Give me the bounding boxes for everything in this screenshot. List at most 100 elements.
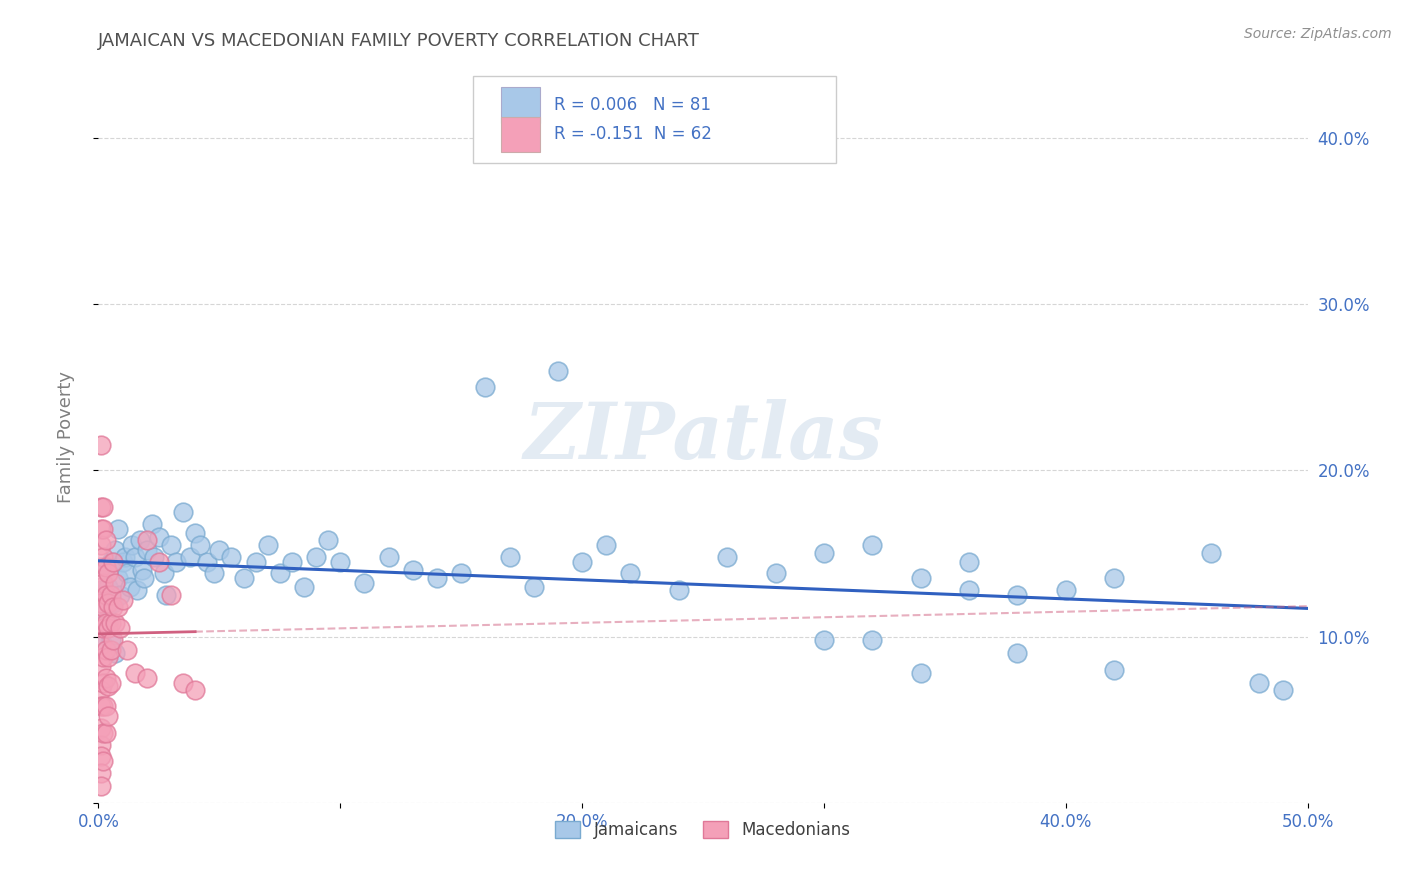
Point — [353, 576, 375, 591]
Point — [1199, 546, 1222, 560]
Point — [1054, 582, 1077, 597]
Point — [104, 646, 127, 660]
Point — [172, 676, 194, 690]
Point — [668, 582, 690, 597]
Point — [97, 680, 120, 694]
Point — [94, 559, 117, 574]
Point — [91, 549, 114, 564]
Point — [90, 596, 112, 610]
Point — [107, 599, 129, 614]
Point — [269, 566, 291, 581]
Point — [329, 555, 352, 569]
Point — [100, 616, 122, 631]
Point — [91, 621, 114, 635]
Point — [97, 566, 120, 581]
Point — [90, 582, 112, 597]
Point — [108, 621, 131, 635]
Bar — [501, 87, 540, 122]
Point — [101, 596, 124, 610]
Point — [104, 576, 127, 591]
Point — [91, 726, 114, 740]
Point — [426, 571, 449, 585]
Point — [90, 500, 112, 514]
Point — [135, 671, 157, 685]
Point — [619, 566, 641, 581]
Point — [134, 571, 156, 585]
Point — [221, 549, 243, 564]
Point — [100, 643, 122, 657]
Point — [117, 566, 139, 581]
Point — [91, 638, 114, 652]
Point — [1007, 646, 1029, 660]
Point — [94, 605, 117, 619]
Point — [91, 649, 114, 664]
Point — [94, 616, 117, 631]
Point — [184, 682, 207, 697]
Point — [90, 659, 112, 673]
Point — [165, 555, 187, 569]
Point — [94, 726, 117, 740]
Text: Source: ZipAtlas.com: Source: ZipAtlas.com — [1244, 27, 1392, 41]
Point — [90, 738, 112, 752]
Point — [595, 538, 617, 552]
Bar — [501, 117, 540, 152]
Point — [860, 538, 883, 552]
Point — [124, 666, 146, 681]
Y-axis label: Family Poverty: Family Poverty — [56, 371, 75, 503]
Point — [184, 526, 207, 541]
Point — [127, 582, 149, 597]
Point — [377, 549, 399, 564]
Point — [571, 555, 593, 569]
Point — [90, 580, 112, 594]
Point — [765, 566, 787, 581]
Point — [97, 616, 120, 631]
Point — [141, 516, 163, 531]
Point — [100, 588, 122, 602]
Point — [523, 580, 546, 594]
Point — [90, 638, 112, 652]
Point — [90, 779, 112, 793]
Point — [97, 621, 120, 635]
Point — [124, 549, 146, 564]
Point — [118, 580, 141, 594]
Point — [813, 632, 835, 647]
Point — [90, 699, 112, 714]
Point — [402, 563, 425, 577]
Point — [97, 596, 120, 610]
Point — [91, 599, 114, 614]
Point — [450, 566, 472, 581]
Point — [107, 571, 129, 585]
Point — [90, 765, 112, 780]
Point — [143, 549, 166, 564]
Point — [256, 538, 278, 552]
Point — [148, 530, 170, 544]
Point — [101, 599, 124, 614]
Point — [957, 582, 980, 597]
Point — [957, 555, 980, 569]
Point — [91, 676, 114, 690]
Point — [91, 699, 114, 714]
Point — [90, 538, 112, 552]
Point — [474, 380, 496, 394]
Point — [716, 549, 738, 564]
Point — [245, 555, 267, 569]
Point — [160, 538, 183, 552]
Point — [90, 438, 112, 452]
Point — [104, 616, 127, 631]
Point — [101, 555, 124, 569]
Point — [94, 559, 117, 574]
Point — [128, 533, 150, 548]
Point — [547, 363, 569, 377]
Point — [97, 580, 120, 594]
Legend: Jamaicans, Macedonians: Jamaicans, Macedonians — [548, 814, 858, 846]
Point — [160, 588, 183, 602]
Point — [90, 559, 112, 574]
Point — [910, 571, 932, 585]
FancyBboxPatch shape — [474, 77, 837, 163]
Point — [90, 682, 112, 697]
Point — [94, 699, 117, 714]
Text: JAMAICAN VS MACEDONIAN FAMILY POVERTY CORRELATION CHART: JAMAICAN VS MACEDONIAN FAMILY POVERTY CO… — [98, 32, 700, 50]
Point — [101, 555, 124, 569]
Point — [101, 632, 124, 647]
Text: R = -0.151  N = 62: R = -0.151 N = 62 — [554, 125, 713, 144]
